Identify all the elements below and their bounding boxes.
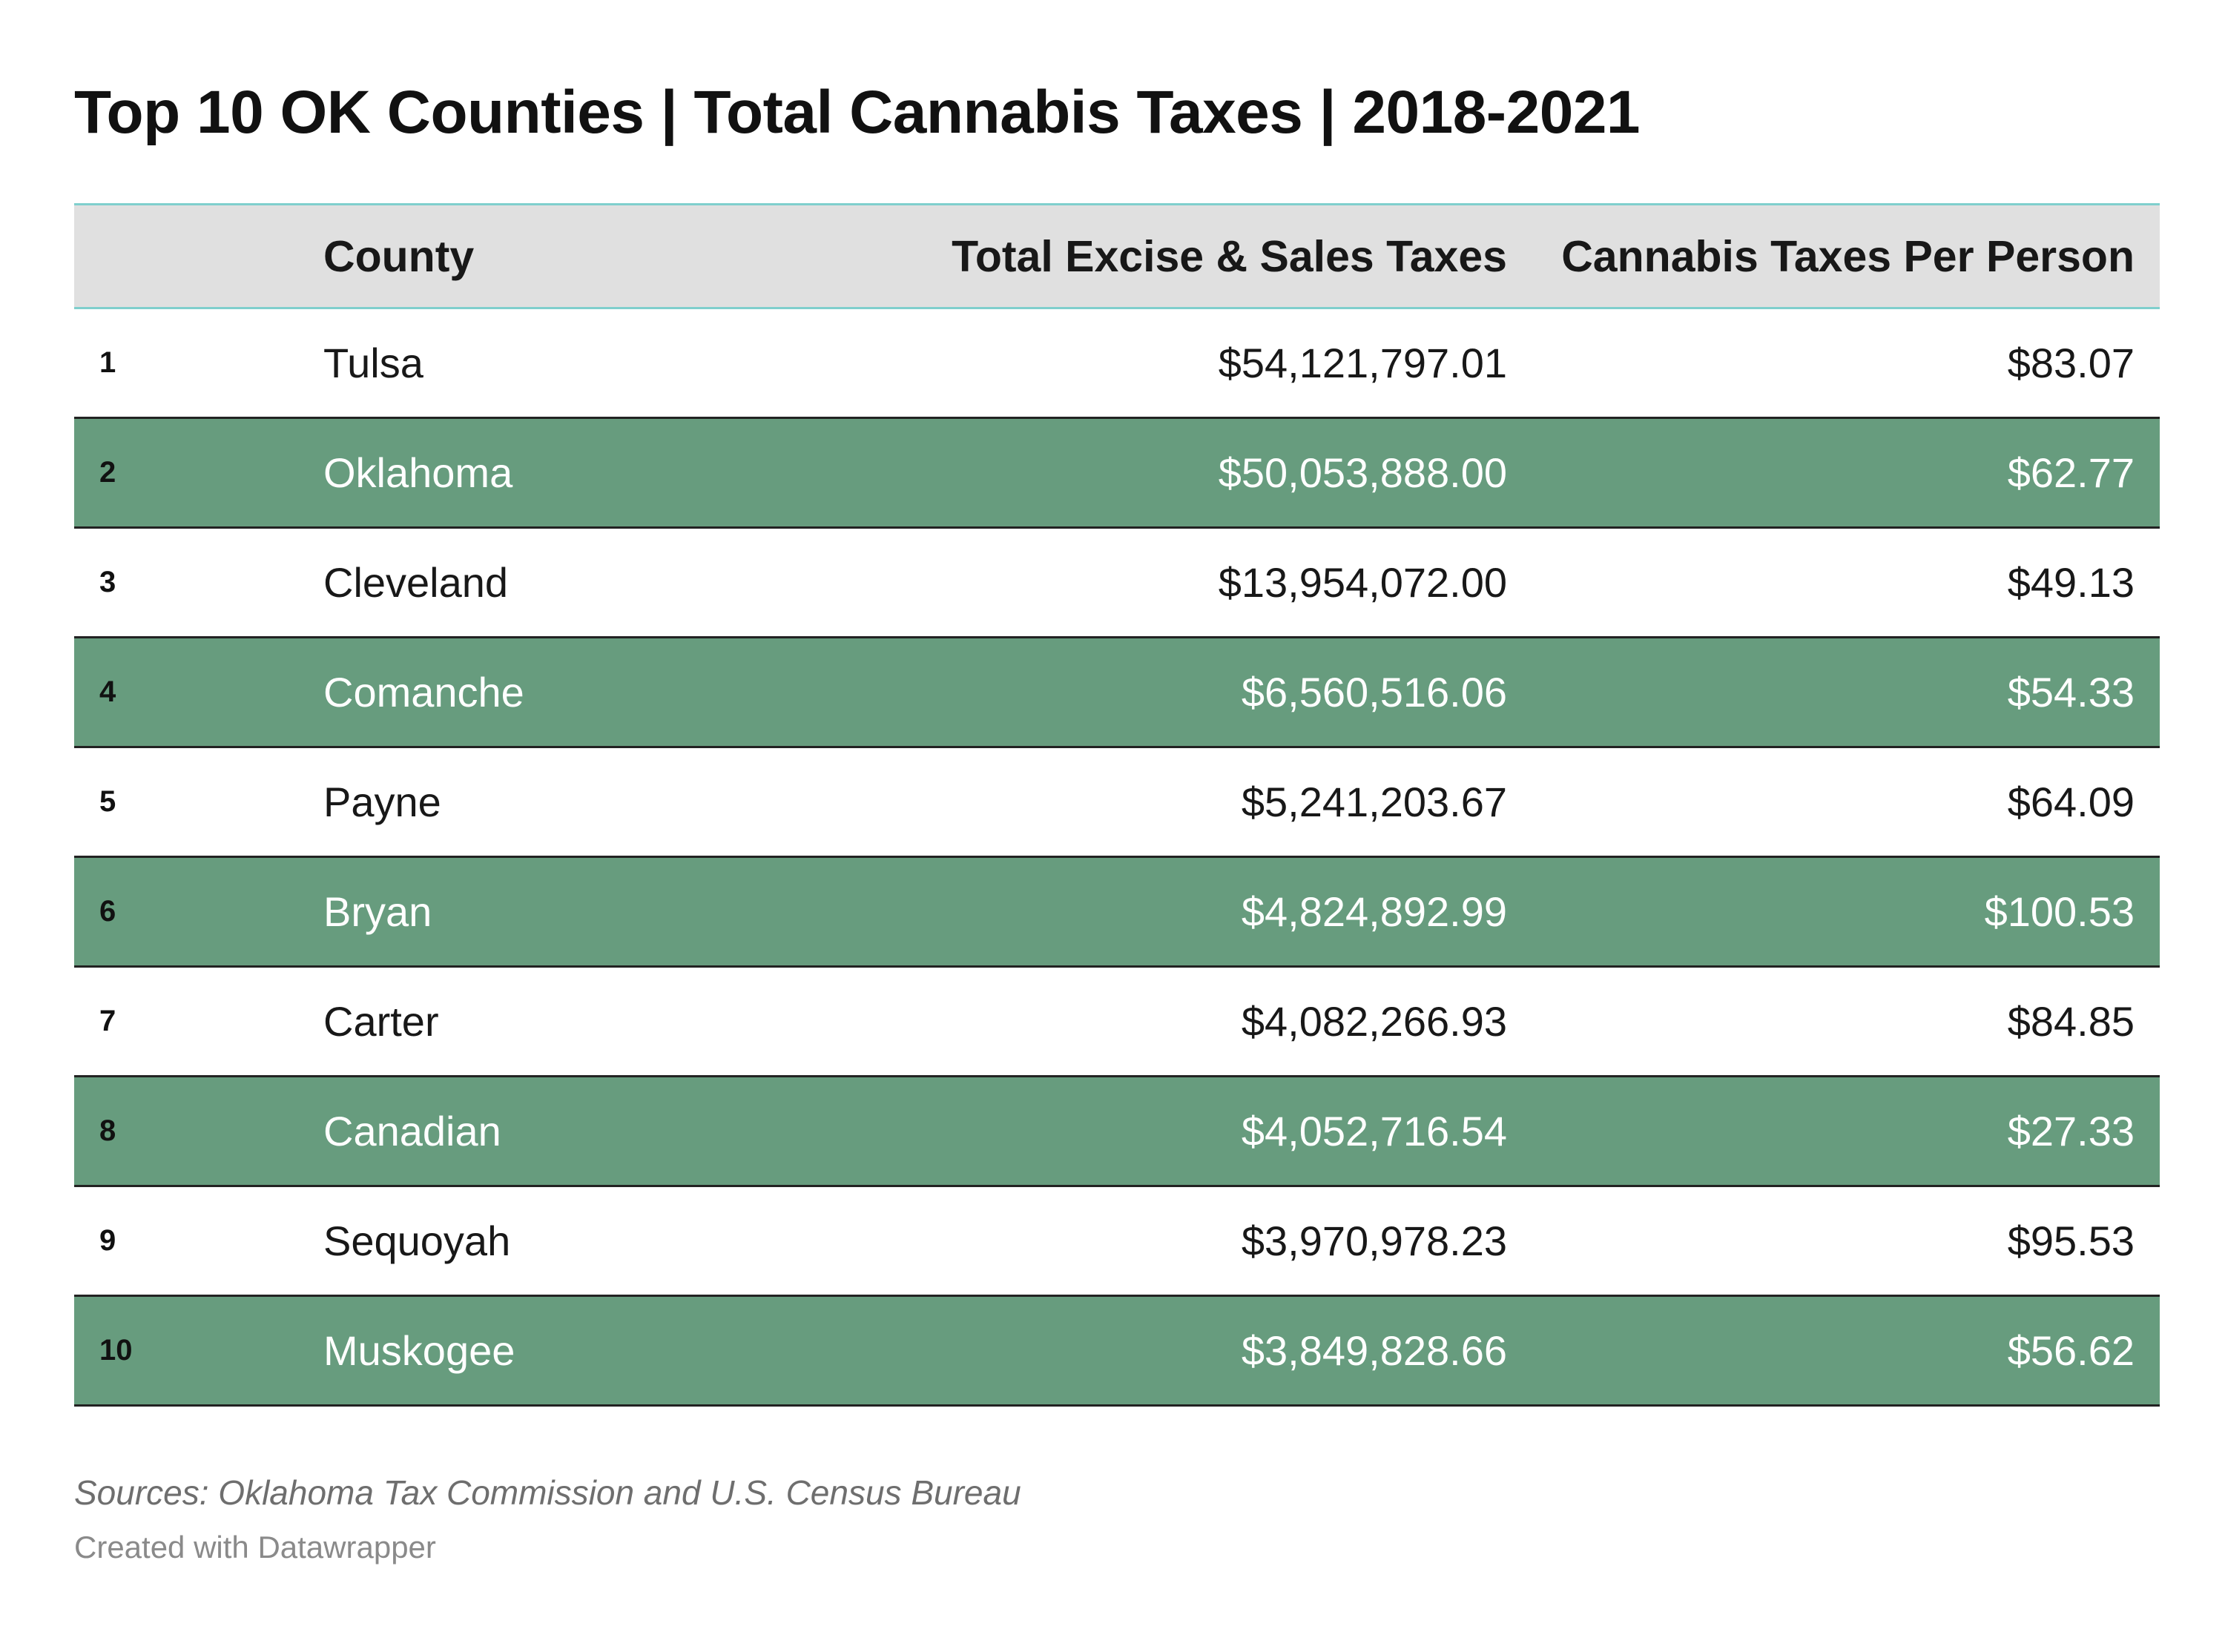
county-cell: Muskogee bbox=[298, 1295, 699, 1407]
rank-cell: 8 bbox=[74, 1076, 298, 1187]
total-taxes-cell: $4,824,892.99 bbox=[699, 856, 1532, 968]
table-row: 5 Payne $5,241,203.67 $64.09 bbox=[74, 747, 2160, 858]
rank-cell: 6 bbox=[74, 856, 298, 968]
rank-cell: 7 bbox=[74, 966, 298, 1077]
column-header-rank[interactable] bbox=[74, 203, 298, 309]
rank-cell: 1 bbox=[74, 308, 298, 419]
column-header-county[interactable]: County bbox=[298, 203, 699, 309]
taxes-per-person-cell: $62.77 bbox=[1532, 417, 2160, 529]
rank-cell: 9 bbox=[74, 1186, 298, 1297]
table-row: 3 Cleveland $13,954,072.00 $49.13 bbox=[74, 527, 2160, 638]
county-cell: Carter bbox=[298, 966, 699, 1077]
column-header-taxes-per-person[interactable]: Cannabis Taxes Per Person bbox=[1532, 203, 2160, 309]
table-row: 7 Carter $4,082,266.93 $84.85 bbox=[74, 966, 2160, 1077]
rank-cell: 3 bbox=[74, 527, 298, 638]
county-cell: Oklahoma bbox=[298, 417, 699, 529]
total-taxes-cell: $3,849,828.66 bbox=[699, 1295, 1532, 1407]
total-taxes-cell: $3,970,978.23 bbox=[699, 1186, 1532, 1297]
total-taxes-cell: $50,053,888.00 bbox=[699, 417, 1532, 529]
rank-cell: 5 bbox=[74, 747, 298, 858]
chart-container: Top 10 OK Counties | Total Cannabis Taxe… bbox=[74, 71, 2160, 1574]
total-taxes-cell: $5,241,203.67 bbox=[699, 747, 1532, 858]
taxes-per-person-cell: $27.33 bbox=[1532, 1076, 2160, 1187]
total-taxes-cell: $6,560,516.06 bbox=[699, 637, 1532, 748]
table-body: 1 Tulsa $54,121,797.01 $83.07 2 Oklahoma $50,0… bbox=[74, 308, 2160, 1407]
table-row: 9 Sequoyah $3,970,978.23 $95.53 bbox=[74, 1186, 2160, 1297]
table-row: 2 Oklahoma $50,053,888.00 $62.77 bbox=[74, 417, 2160, 529]
taxes-per-person-cell: $64.09 bbox=[1532, 747, 2160, 858]
chart-notes: Sources: Oklahoma Tax Commission and U.S… bbox=[74, 1466, 2160, 1574]
taxes-per-person-cell: $56.62 bbox=[1532, 1295, 2160, 1407]
taxes-per-person-cell: $83.07 bbox=[1532, 308, 2160, 419]
taxes-per-person-cell: $95.53 bbox=[1532, 1186, 2160, 1297]
table-row: 6 Bryan $4,824,892.99 $100.53 bbox=[74, 856, 2160, 968]
total-taxes-cell: $54,121,797.01 bbox=[699, 308, 1532, 419]
taxes-per-person-cell: $84.85 bbox=[1532, 966, 2160, 1077]
taxes-per-person-cell: $49.13 bbox=[1532, 527, 2160, 638]
county-cell: Payne bbox=[298, 747, 699, 858]
table-row: 8 Canadian $4,052,716.54 $27.33 bbox=[74, 1076, 2160, 1187]
county-cell: Cleveland bbox=[298, 527, 699, 638]
taxes-per-person-cell: $100.53 bbox=[1532, 856, 2160, 968]
rank-cell: 2 bbox=[74, 417, 298, 529]
table-header-row: County Total Excise & Sales Taxes Cannab… bbox=[74, 203, 2160, 309]
taxes-per-person-cell: $54.33 bbox=[1532, 637, 2160, 748]
total-taxes-cell: $4,082,266.93 bbox=[699, 966, 1532, 1077]
total-taxes-cell: $4,052,716.54 bbox=[699, 1076, 1532, 1187]
county-cell: Tulsa bbox=[298, 308, 699, 419]
table-row: 10 Muskogee $3,849,828.66 $56.62 bbox=[74, 1295, 2160, 1407]
rank-cell: 10 bbox=[74, 1295, 298, 1407]
rank-cell: 4 bbox=[74, 637, 298, 748]
county-cell: Bryan bbox=[298, 856, 699, 968]
chart-title: Top 10 OK Counties | Total Cannabis Taxe… bbox=[74, 79, 1641, 146]
county-cell: Canadian bbox=[298, 1076, 699, 1187]
total-taxes-cell: $13,954,072.00 bbox=[699, 527, 1532, 638]
sources-note: Sources: Oklahoma Tax Commission and U.S… bbox=[74, 1473, 1021, 1512]
county-cell: Sequoyah bbox=[298, 1186, 699, 1297]
credit-note: Created with Datawrapper bbox=[74, 1530, 436, 1565]
county-cell: Comanche bbox=[298, 637, 699, 748]
table-row: 1 Tulsa $54,121,797.01 $83.07 bbox=[74, 308, 2160, 419]
column-header-total-taxes[interactable]: Total Excise & Sales Taxes bbox=[699, 203, 1532, 309]
data-table: County Total Excise & Sales Taxes Cannab… bbox=[74, 203, 2160, 1407]
table-row: 4 Comanche $6,560,516.06 $54.33 bbox=[74, 637, 2160, 748]
